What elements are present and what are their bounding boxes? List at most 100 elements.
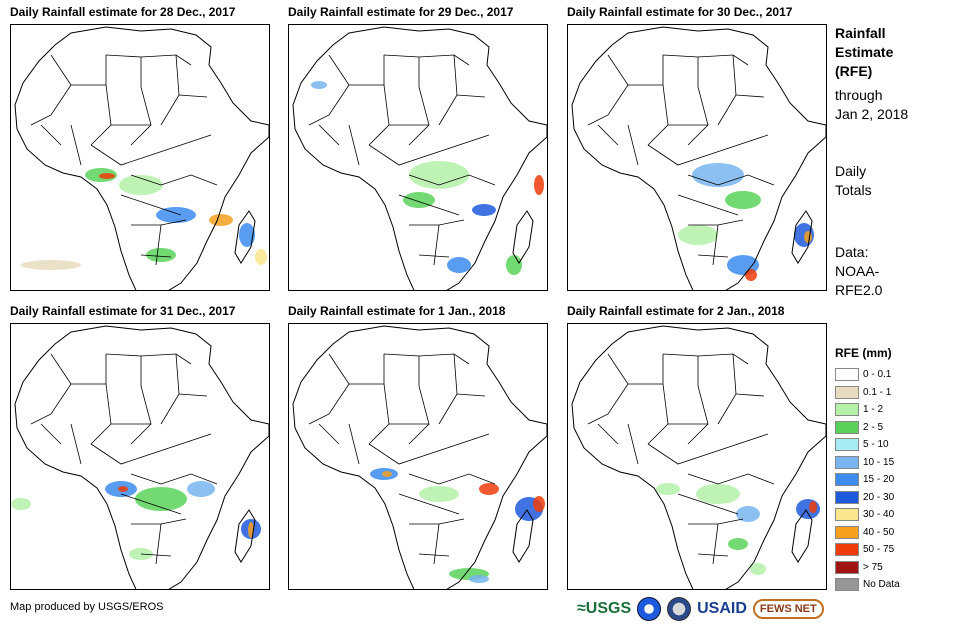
country-border bbox=[30, 84, 72, 126]
rainfall-area bbox=[696, 484, 740, 504]
country-border bbox=[688, 219, 744, 226]
legend-label: 10 - 15 bbox=[863, 456, 895, 468]
legend-swatch bbox=[835, 490, 859, 504]
country-border bbox=[130, 174, 218, 186]
panel-title: Daily Rainfall estimate for 28 Dec., 201… bbox=[10, 5, 236, 19]
heading-line: (RFE) bbox=[835, 63, 873, 79]
madagascar-outline bbox=[512, 210, 534, 264]
country-border bbox=[735, 393, 765, 397]
country-border bbox=[647, 84, 669, 146]
country-border bbox=[70, 124, 82, 166]
country-border bbox=[433, 523, 440, 565]
rainfall-area bbox=[479, 483, 499, 495]
rainfall-area bbox=[146, 248, 176, 262]
panel-title: Daily Rainfall estimate for 1 Jan., 2018 bbox=[288, 304, 506, 318]
country-border bbox=[120, 194, 182, 216]
rainfall-area bbox=[678, 225, 718, 245]
rainfall-area bbox=[255, 249, 267, 265]
rainfall-area bbox=[409, 161, 469, 189]
country-border bbox=[438, 353, 458, 425]
africa-map-svg bbox=[571, 26, 826, 290]
rainfall-area bbox=[804, 231, 812, 243]
rainfall-map bbox=[567, 24, 827, 291]
country-border bbox=[368, 84, 390, 146]
usgs-logo: ≈USGS bbox=[577, 600, 632, 617]
legend-swatch bbox=[835, 438, 859, 452]
country-border bbox=[687, 174, 775, 186]
country-border bbox=[155, 224, 162, 266]
legend-label: 50 - 75 bbox=[863, 544, 895, 556]
logo-strip: ≈USGS USAID FEWS NET bbox=[577, 596, 824, 622]
country-border bbox=[40, 124, 62, 146]
rainfall-area bbox=[447, 257, 471, 273]
legend-swatch bbox=[835, 560, 859, 574]
totals-line: Totals bbox=[835, 182, 872, 198]
rainfall-area bbox=[809, 501, 817, 513]
africa-coastline bbox=[571, 325, 826, 589]
rainfall-map bbox=[288, 323, 548, 590]
legend-item: 0 - 0.1 bbox=[835, 366, 900, 384]
country-border bbox=[418, 553, 450, 557]
country-border bbox=[418, 54, 470, 66]
africa-map-svg bbox=[14, 26, 269, 290]
rainfall-area bbox=[725, 191, 761, 209]
country-border bbox=[130, 385, 152, 445]
usaid-logo: USAID bbox=[697, 600, 747, 617]
country-border bbox=[50, 353, 107, 385]
legend-item: 1 - 2 bbox=[835, 401, 900, 419]
country-border bbox=[70, 423, 82, 465]
country-border bbox=[647, 134, 769, 166]
legend-swatch bbox=[835, 385, 859, 399]
country-border bbox=[456, 393, 486, 397]
country-border bbox=[408, 473, 496, 485]
legend-swatch bbox=[835, 525, 859, 539]
panel-title: Daily Rainfall estimate for 30 Dec., 201… bbox=[567, 5, 793, 19]
country-border bbox=[712, 224, 719, 266]
legend-item: No Data bbox=[835, 576, 900, 594]
rainfall-area bbox=[382, 471, 392, 477]
country-border bbox=[308, 84, 350, 126]
data-line: NOAA- bbox=[835, 263, 880, 279]
legend-item: 40 - 50 bbox=[835, 524, 900, 542]
data-line: RFE2.0 bbox=[835, 282, 883, 298]
rainfall-area bbox=[472, 204, 496, 216]
rainfall-area bbox=[736, 506, 760, 522]
country-border bbox=[140, 353, 192, 365]
country-border bbox=[697, 553, 729, 557]
country-border bbox=[348, 423, 360, 465]
side-through: through Jan 2, 2018 bbox=[835, 86, 908, 124]
legend-swatch bbox=[835, 543, 859, 557]
country-border bbox=[383, 54, 420, 87]
country-border bbox=[408, 174, 496, 186]
madagascar-outline bbox=[791, 210, 813, 264]
legend-item: 30 - 40 bbox=[835, 506, 900, 524]
through-line: through bbox=[835, 87, 883, 103]
country-border bbox=[717, 54, 737, 126]
madagascar-outline bbox=[234, 509, 256, 563]
country-border bbox=[409, 219, 465, 226]
country-border bbox=[90, 433, 212, 465]
rainfall-blobs bbox=[370, 468, 545, 583]
heading-line: Estimate bbox=[835, 44, 894, 60]
country-border bbox=[160, 54, 180, 126]
legend-item: 15 - 20 bbox=[835, 471, 900, 489]
africa-coastline bbox=[14, 26, 269, 290]
country-border bbox=[140, 254, 172, 258]
legend-title: RFE (mm) bbox=[835, 346, 892, 360]
legend-item: 10 - 15 bbox=[835, 454, 900, 472]
country-border bbox=[348, 124, 360, 166]
rainfall-blobs bbox=[656, 483, 820, 575]
rainfall-area bbox=[119, 175, 163, 195]
side-data-source: Data: NOAA- RFE2.0 bbox=[835, 243, 882, 300]
country-border bbox=[697, 54, 749, 66]
country-border bbox=[318, 423, 340, 445]
legend-item: 5 - 10 bbox=[835, 436, 900, 454]
country-border bbox=[687, 473, 775, 485]
side-heading: Rainfall Estimate (RFE) bbox=[835, 24, 893, 81]
country-border bbox=[662, 353, 699, 386]
legend-swatch bbox=[835, 368, 859, 382]
country-border bbox=[368, 383, 390, 445]
rainfall-area bbox=[209, 214, 233, 226]
rainfall-blobs bbox=[678, 163, 814, 281]
rainfall-area bbox=[239, 223, 255, 247]
